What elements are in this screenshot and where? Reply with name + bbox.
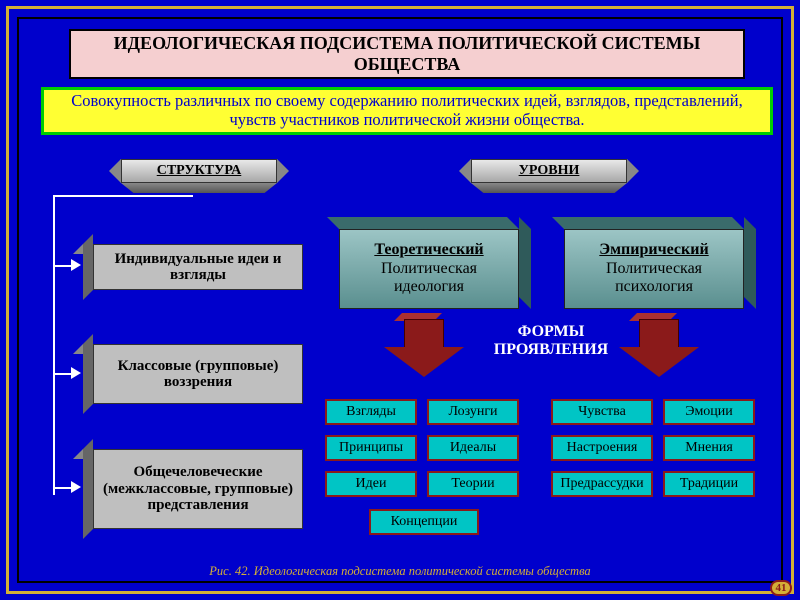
outer-gold-frame: ИДЕОЛОГИЧЕСКАЯ ПОДСИСТЕМА ПОЛИТИЧЕСКОЙ С… <box>6 6 794 594</box>
tag-item: Мнения <box>663 435 755 461</box>
figure-caption: Рис. 42. Идеологическая подсистема полит… <box>19 564 781 579</box>
structure-item-1: Индивидуальные идеи и взгляды <box>93 244 303 290</box>
tag-item: Теории <box>427 471 519 497</box>
tag-item: Лозунги <box>427 399 519 425</box>
tag-item: Идеи <box>325 471 417 497</box>
header-structure: СТРУКТУРА <box>109 159 289 193</box>
forms-label-b: ПРОЯВЛЕНИЯ <box>471 341 631 359</box>
level-theoretical-title: Теоретический <box>374 241 483 259</box>
down-arrow-icon <box>619 319 699 379</box>
forms-label: ФОРМЫ ПРОЯВЛЕНИЯ <box>471 323 631 360</box>
title-text: ИДЕОЛОГИЧЕСКАЯ ПОДСИСТЕМА ПОЛИТИЧЕСКОЙ С… <box>71 33 743 74</box>
level-theoretical: Теоретический Политическая идеология <box>339 229 519 309</box>
level-theoretical-sub1: Политическая <box>381 260 477 278</box>
tag-item: Традиции <box>663 471 755 497</box>
page-number: 41 <box>776 582 787 594</box>
arrow-icon <box>71 481 81 493</box>
down-arrow-icon <box>384 319 464 379</box>
tag-item: Принципы <box>325 435 417 461</box>
tag-item: Эмоции <box>663 399 755 425</box>
tag-item: Концепции <box>369 509 479 535</box>
connector-vline <box>53 195 55 495</box>
tag-item: Идеалы <box>427 435 519 461</box>
diagram-subtitle: Совокупность различных по своему содержа… <box>41 87 773 135</box>
tag-item: Предрассудки <box>551 471 653 497</box>
structure-item-2: Классовые (групповые) воззрения <box>93 344 303 404</box>
level-empirical-sub1: Политическая <box>606 260 702 278</box>
arrow-icon <box>71 259 81 271</box>
connector-hline-top <box>53 195 193 197</box>
level-theoretical-sub2: идеология <box>394 278 464 296</box>
structure-item-3: Общечеловеческие (межклассовые, групповы… <box>93 449 303 529</box>
subtitle-text: Совокупность различных по своему содержа… <box>52 92 762 130</box>
header-levels: УРОВНИ <box>459 159 639 193</box>
arrow-icon <box>71 367 81 379</box>
page-number-badge: 41 <box>770 580 792 596</box>
level-empirical: Эмпирический Политическая психология <box>564 229 744 309</box>
tag-item: Взгляды <box>325 399 417 425</box>
header-structure-label: СТРУКТУРА <box>157 163 242 179</box>
level-empirical-title: Эмпирический <box>599 241 708 259</box>
tag-item: Настроения <box>551 435 653 461</box>
structure-item-1-text: Индивидуальные идеи и взгляды <box>100 251 296 284</box>
structure-item-2-text: Классовые (групповые) воззрения <box>100 358 296 391</box>
forms-label-a: ФОРМЫ <box>471 323 631 341</box>
inner-black-frame: ИДЕОЛОГИЧЕСКАЯ ПОДСИСТЕМА ПОЛИТИЧЕСКОЙ С… <box>17 17 783 583</box>
tag-item: Чувства <box>551 399 653 425</box>
diagram-title: ИДЕОЛОГИЧЕСКАЯ ПОДСИСТЕМА ПОЛИТИЧЕСКОЙ С… <box>69 29 745 79</box>
header-levels-label: УРОВНИ <box>519 163 580 179</box>
level-empirical-sub2: психология <box>615 278 693 296</box>
structure-item-3-text: Общечеловеческие (межклассовые, групповы… <box>100 464 296 514</box>
